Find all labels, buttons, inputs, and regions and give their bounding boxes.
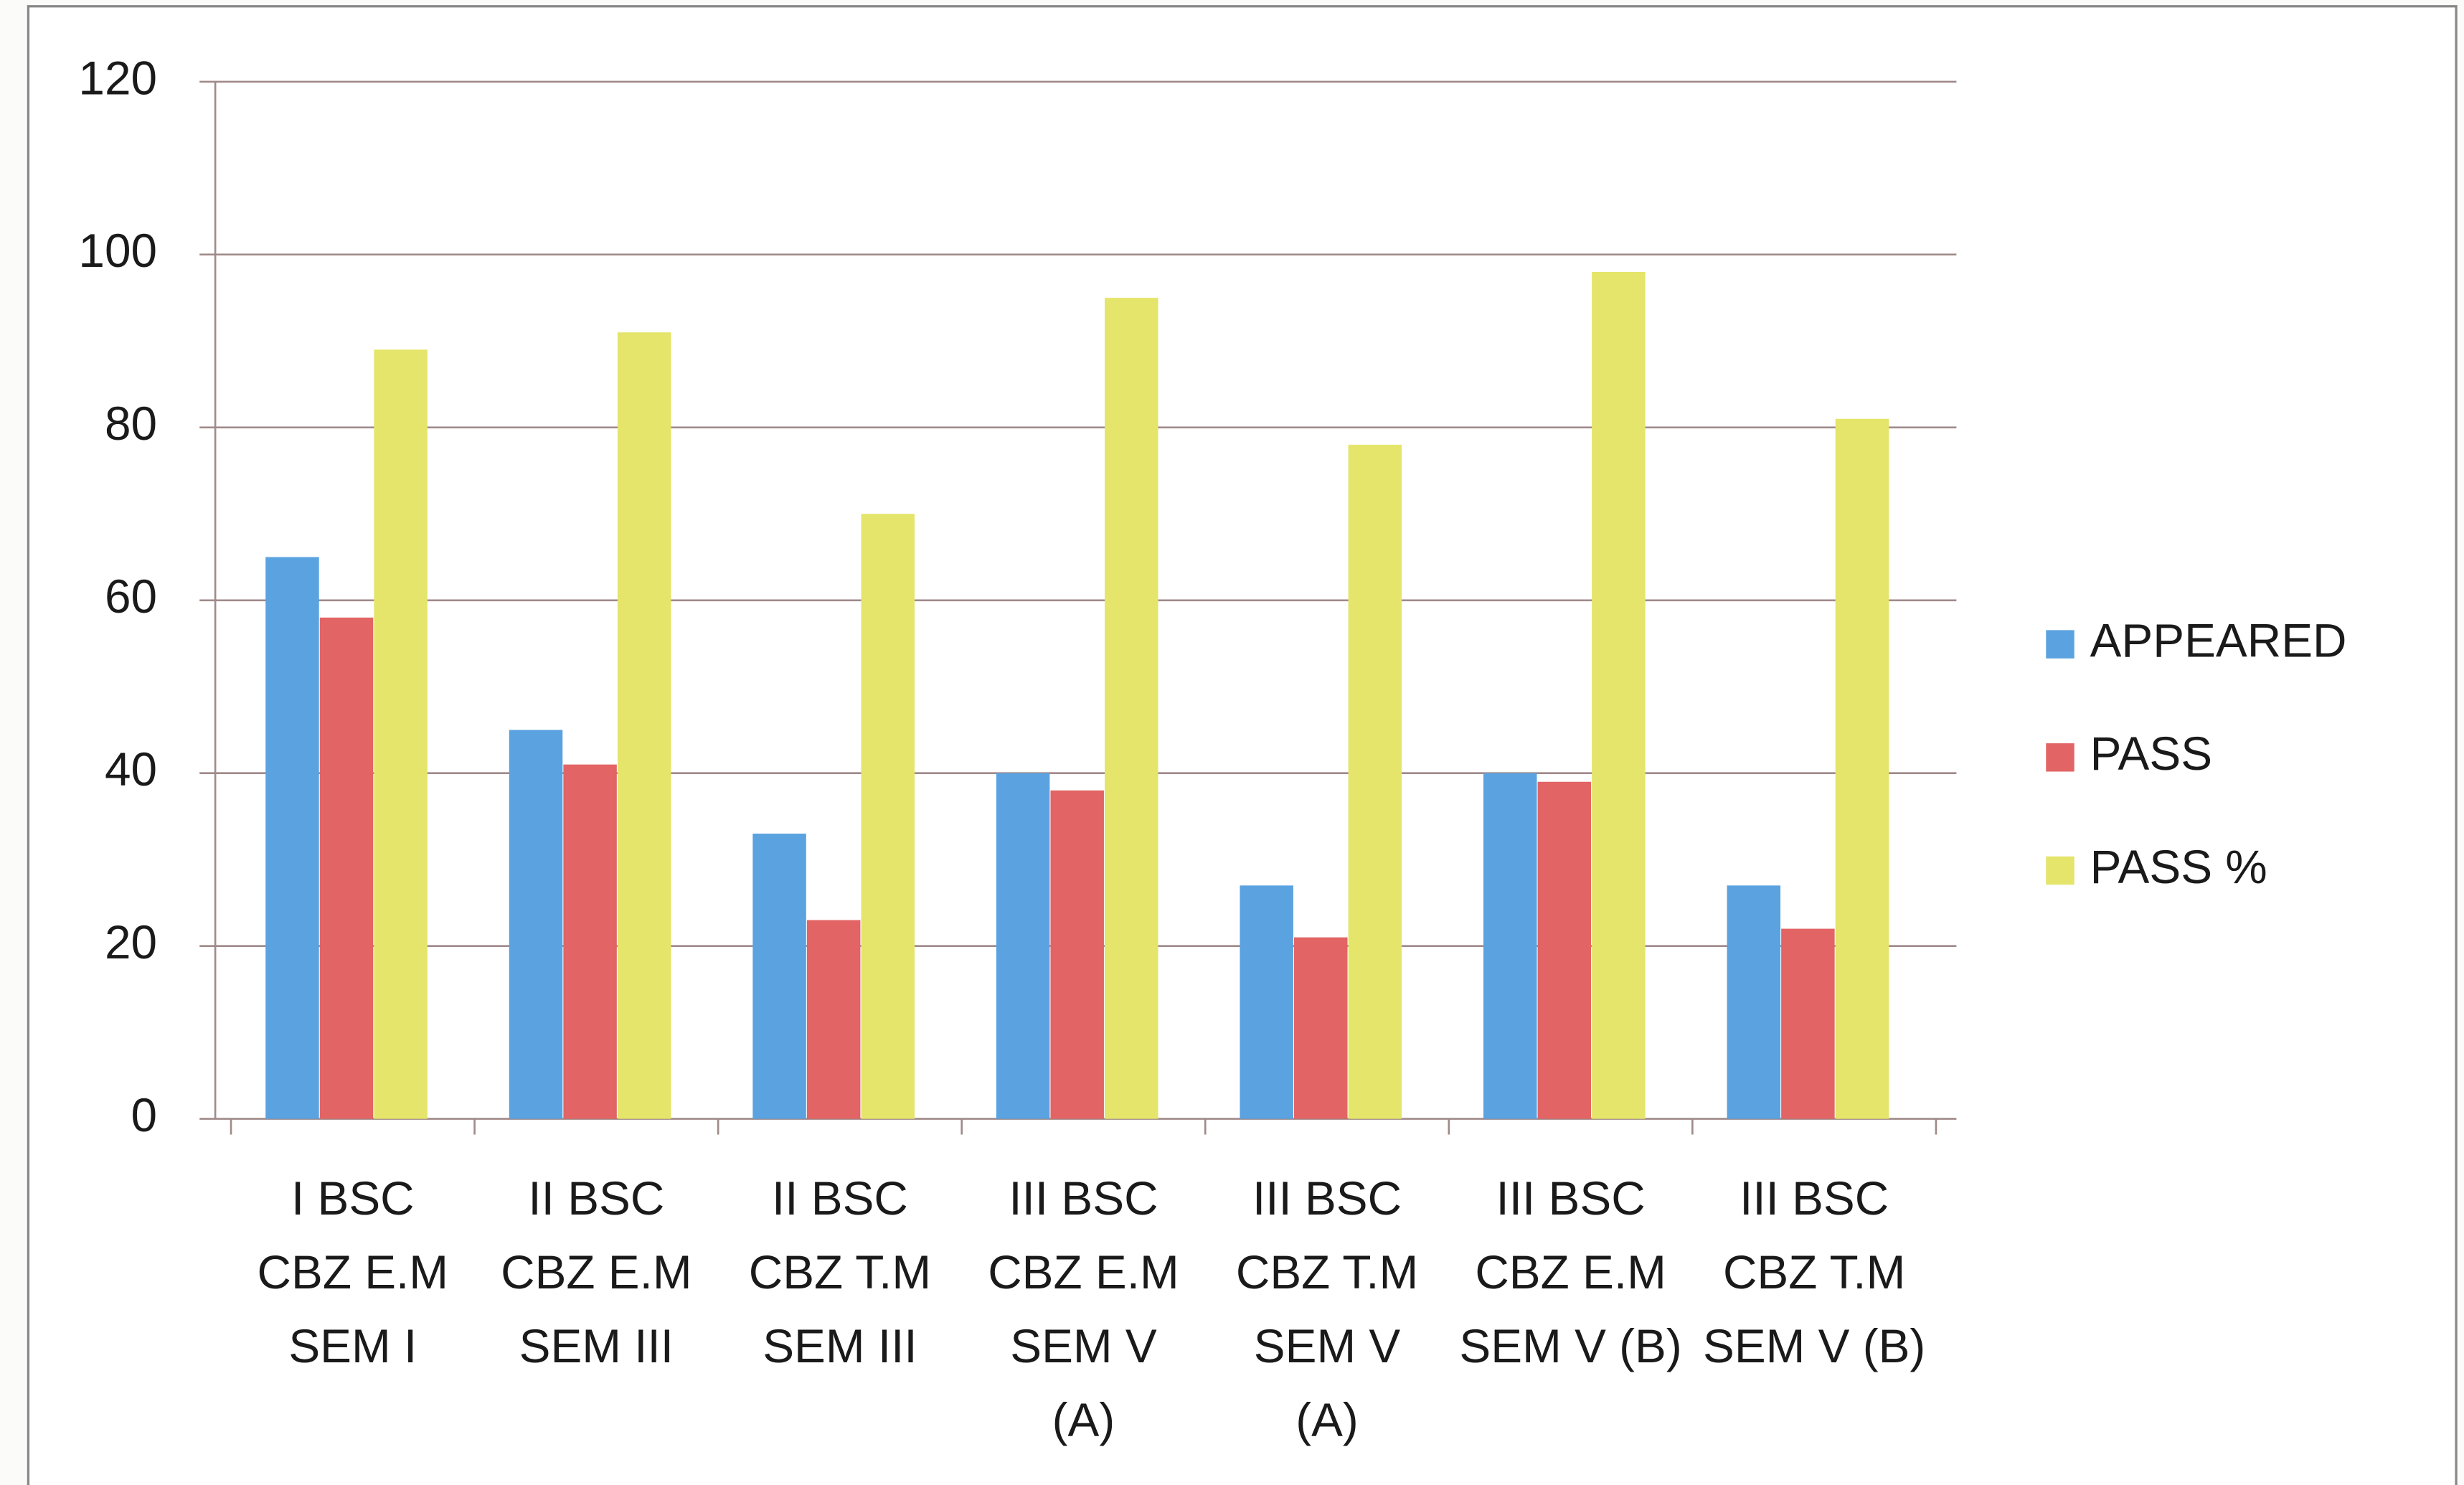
x-tick-label: SEM V (B) [1459,1320,1681,1372]
bar [319,617,374,1119]
bar [1727,885,1781,1119]
legend-swatch [2046,856,2074,885]
x-tick-label: III BSC [1252,1172,1402,1225]
legend-swatch [2046,630,2074,659]
bar [861,514,915,1119]
y-tick-label: 40 [105,743,157,796]
bar [563,764,617,1119]
legend-label: PASS [2090,727,2212,780]
y-tick-label: 20 [105,916,157,968]
x-tick-label: III BSC [1740,1172,1889,1225]
bar [1835,418,1889,1119]
bar [752,834,806,1119]
x-tick-label: SEM III [763,1320,917,1372]
x-tick-label: CBZ T.M [749,1246,931,1298]
x-tick-label: (A) [1052,1394,1115,1446]
bar [509,730,563,1119]
y-tick-label: 80 [105,397,157,450]
x-tick-label: II BSC [528,1172,664,1225]
x-tick-label: SEM V [1010,1320,1157,1372]
x-tick-label: SEM III [519,1320,674,1372]
x-tick-label: (A) [1295,1394,1359,1446]
bar [374,349,428,1119]
bar [1348,444,1402,1119]
x-tick-label: CBZ E.M [1475,1246,1666,1298]
bar [1105,298,1158,1119]
x-tick-label: III BSC [1496,1172,1646,1225]
x-tick-label: III BSC [1009,1172,1158,1225]
bar [1050,790,1104,1119]
bar [1781,928,1835,1119]
legend-label: APPEARED [2090,614,2347,666]
x-tick-label: I BSC [291,1172,415,1225]
legend-swatch [2046,743,2074,772]
x-tick-label: CBZ T.M [1236,1246,1418,1298]
x-tick-label: CBZ T.M [1723,1246,1905,1298]
x-tick-label: SEM V [1254,1320,1401,1372]
y-tick-label: 100 [78,225,157,277]
bar [1483,773,1537,1119]
x-tick-label: CBZ E.M [501,1246,691,1298]
bar [265,557,319,1119]
x-tick-label: II BSC [772,1172,908,1225]
bar [996,773,1050,1119]
bar [1537,781,1592,1119]
x-tick-label: CBZ E.M [258,1246,448,1298]
legend-label: PASS % [2090,841,2267,893]
bar [1294,937,1348,1119]
bar [1592,271,1646,1119]
y-tick-label: 60 [105,570,157,623]
bar [617,332,671,1119]
x-tick-label: SEM V (B) [1703,1320,1925,1372]
y-tick-label: 0 [131,1089,158,1141]
y-tick-label: 120 [78,52,157,104]
bar [1240,885,1293,1119]
x-tick-label: CBZ E.M [988,1246,1179,1298]
x-tick-label: SEM I [288,1320,417,1372]
bar [806,920,861,1119]
